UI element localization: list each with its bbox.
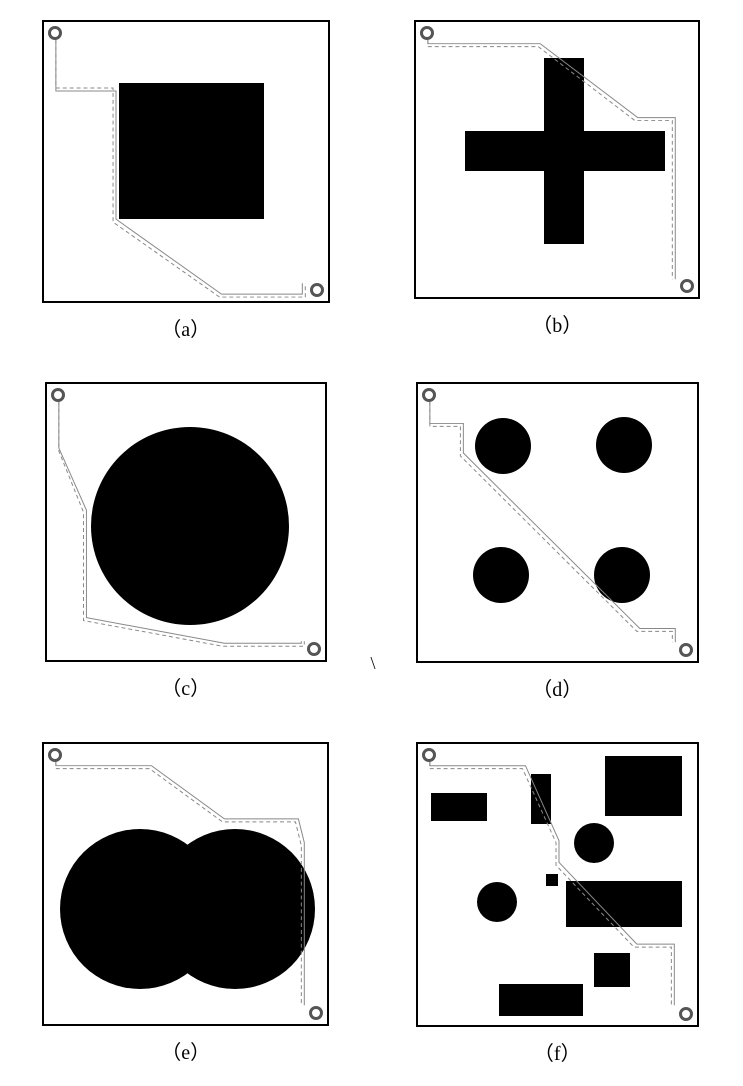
panel-f xyxy=(416,742,699,1027)
obstacle-a-0 xyxy=(119,83,264,219)
panel-d xyxy=(416,382,699,663)
cell-d: （d） xyxy=(402,382,714,702)
figure-grid: （a） （b） （c） \ （d） （e） （f） xyxy=(0,0,743,1086)
obstacle-f-8 xyxy=(499,984,583,1016)
endpoint-marker-c-br xyxy=(307,642,321,656)
obstacle-b-1 xyxy=(465,131,665,171)
cell-e: （e） xyxy=(30,742,342,1066)
panel-b xyxy=(414,20,700,299)
obstacle-f-2 xyxy=(605,756,682,816)
caption-b: （b） xyxy=(532,309,582,338)
obstacle-f-7 xyxy=(594,953,630,987)
endpoint-marker-d-br xyxy=(679,643,693,657)
caption-d: （d） xyxy=(532,673,582,702)
endpoint-marker-f-br xyxy=(679,1007,693,1021)
obstacle-f-5 xyxy=(477,882,517,922)
obstacle-d-2 xyxy=(473,547,529,603)
cell-b: （b） xyxy=(402,20,714,342)
obstacle-d-3 xyxy=(594,547,650,603)
obstacle-d-1 xyxy=(596,417,652,473)
obstacle-f-3 xyxy=(574,823,614,863)
endpoint-marker-a-br xyxy=(310,283,324,297)
cell-a: （a） xyxy=(30,20,342,342)
endpoint-marker-e-br xyxy=(309,1006,323,1020)
endpoint-marker-f-tl xyxy=(422,748,436,762)
caption-e: （e） xyxy=(161,1036,210,1065)
obstacle-f-1 xyxy=(531,774,551,824)
obstacle-c-0 xyxy=(91,427,289,625)
caption-a: （a） xyxy=(161,313,210,342)
panel-e xyxy=(42,742,329,1026)
caption-f: （f） xyxy=(534,1037,581,1066)
cell-c: （c） \ xyxy=(30,382,342,702)
panel-c xyxy=(45,382,327,662)
caption-c: （c） xyxy=(161,672,210,701)
cell-f: （f） xyxy=(402,742,714,1066)
endpoint-marker-a-tl xyxy=(48,26,62,40)
obstacle-f-0 xyxy=(431,793,487,821)
obstacle-e-1 xyxy=(155,829,315,989)
endpoint-marker-c-tl xyxy=(51,388,65,402)
obstacle-f-4 xyxy=(546,874,558,886)
endpoint-marker-e-tl xyxy=(48,748,62,762)
endpoint-marker-b-tl xyxy=(420,26,434,40)
path-d xyxy=(418,384,697,661)
obstacle-d-0 xyxy=(475,418,531,474)
endpoint-marker-b-br xyxy=(680,279,694,293)
panel-a xyxy=(42,20,330,303)
stray-slash-mark: \ xyxy=(370,653,375,674)
endpoint-marker-d-tl xyxy=(422,388,436,402)
obstacle-f-6 xyxy=(566,881,682,927)
